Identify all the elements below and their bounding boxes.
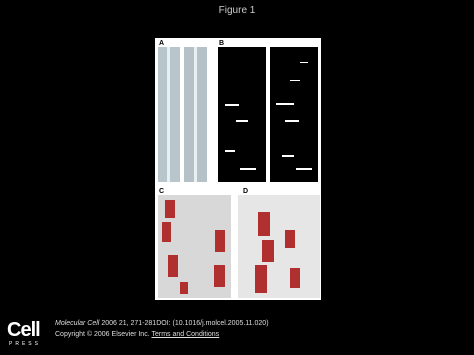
- reconstruction: [238, 195, 320, 298]
- diffraction: [270, 47, 318, 182]
- slide-title: Figure 1: [218, 5, 256, 16]
- stripe: [194, 47, 197, 182]
- panel-label: A: [159, 40, 164, 47]
- copyright-line: Copyright © 2006 Elsevier Inc. Terms and…: [55, 331, 219, 338]
- journal: Molecular Cell: [55, 320, 100, 327]
- helices: [255, 212, 300, 293]
- layer-lines: [225, 62, 312, 170]
- logo: Cell: [7, 319, 41, 341]
- copyright: Copyright © 2006 Elsevier Inc.: [55, 331, 150, 338]
- panel-label: B: [219, 40, 224, 47]
- helices: [162, 200, 225, 294]
- citation-details: 2006 21, 271-281DOI: (10.1016/j.molcel.2…: [101, 320, 269, 327]
- terms-link[interactable]: Terms and Conditions: [151, 331, 220, 338]
- stripe: [167, 47, 170, 182]
- diffraction: [218, 47, 266, 182]
- logo-sub: PRESS: [9, 341, 41, 347]
- panel-label: C: [159, 188, 164, 195]
- citation: Molecular Cell 2006 21, 271-281DOI: (10.…: [55, 320, 269, 327]
- panel-label: D: [243, 188, 248, 195]
